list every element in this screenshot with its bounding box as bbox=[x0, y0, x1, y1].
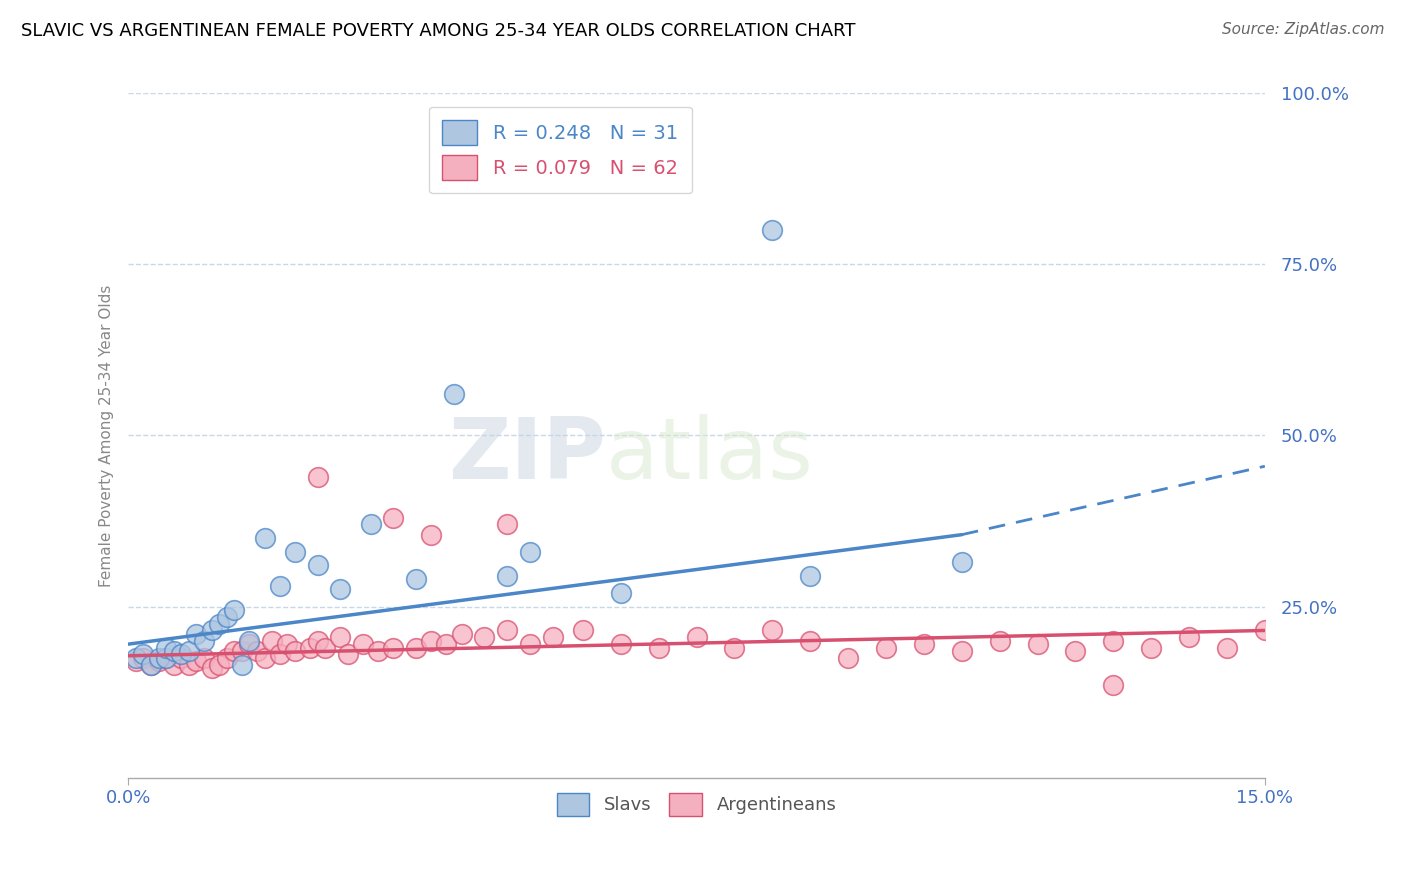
Point bbox=[1178, 630, 1201, 644]
Point bbox=[170, 648, 193, 662]
Point bbox=[436, 637, 458, 651]
Point bbox=[610, 586, 633, 600]
Point bbox=[761, 624, 783, 638]
Point bbox=[155, 650, 177, 665]
Point bbox=[307, 558, 329, 573]
Point bbox=[231, 657, 253, 672]
Point bbox=[186, 654, 208, 668]
Point bbox=[186, 627, 208, 641]
Point bbox=[474, 630, 496, 644]
Point bbox=[1102, 633, 1125, 648]
Point bbox=[132, 648, 155, 662]
Point bbox=[723, 640, 745, 655]
Point bbox=[307, 469, 329, 483]
Point bbox=[177, 657, 200, 672]
Point bbox=[269, 579, 291, 593]
Point bbox=[314, 640, 336, 655]
Point bbox=[761, 223, 783, 237]
Point bbox=[155, 640, 177, 655]
Point bbox=[405, 640, 427, 655]
Point bbox=[208, 657, 231, 672]
Point bbox=[253, 531, 276, 545]
Point bbox=[572, 624, 595, 638]
Point bbox=[875, 640, 897, 655]
Point bbox=[360, 517, 382, 532]
Point bbox=[238, 637, 260, 651]
Y-axis label: Female Poverty Among 25-34 Year Olds: Female Poverty Among 25-34 Year Olds bbox=[100, 285, 114, 587]
Point bbox=[912, 637, 935, 651]
Point bbox=[215, 609, 238, 624]
Point bbox=[1254, 624, 1277, 638]
Point bbox=[950, 555, 973, 569]
Text: atlas: atlas bbox=[606, 415, 814, 498]
Point bbox=[215, 650, 238, 665]
Point bbox=[420, 633, 443, 648]
Point bbox=[132, 650, 155, 665]
Point bbox=[200, 661, 222, 675]
Point bbox=[284, 644, 307, 658]
Point bbox=[262, 633, 284, 648]
Point bbox=[276, 637, 298, 651]
Point bbox=[541, 630, 564, 644]
Point bbox=[610, 637, 633, 651]
Point bbox=[139, 657, 162, 672]
Point bbox=[125, 650, 148, 665]
Point bbox=[163, 644, 186, 658]
Point bbox=[193, 633, 215, 648]
Point bbox=[685, 630, 707, 644]
Text: ZIP: ZIP bbox=[449, 415, 606, 498]
Point bbox=[329, 630, 352, 644]
Point bbox=[224, 603, 246, 617]
Point bbox=[405, 572, 427, 586]
Point bbox=[177, 644, 200, 658]
Point bbox=[367, 644, 389, 658]
Point bbox=[163, 657, 186, 672]
Point bbox=[420, 527, 443, 541]
Point bbox=[307, 633, 329, 648]
Point bbox=[238, 633, 260, 648]
Point bbox=[148, 650, 170, 665]
Text: SLAVIC VS ARGENTINEAN FEMALE POVERTY AMONG 25-34 YEAR OLDS CORRELATION CHART: SLAVIC VS ARGENTINEAN FEMALE POVERTY AMO… bbox=[21, 22, 856, 40]
Point bbox=[253, 650, 276, 665]
Point bbox=[450, 627, 472, 641]
Legend: Slavs, Argentineans: Slavs, Argentineans bbox=[550, 786, 844, 823]
Point bbox=[496, 568, 519, 582]
Point bbox=[170, 650, 193, 665]
Point bbox=[284, 545, 307, 559]
Point bbox=[496, 624, 519, 638]
Point bbox=[519, 545, 541, 559]
Point bbox=[208, 616, 231, 631]
Point bbox=[200, 624, 222, 638]
Point bbox=[382, 510, 405, 524]
Point bbox=[246, 644, 269, 658]
Point bbox=[950, 644, 973, 658]
Point bbox=[139, 657, 162, 672]
Point bbox=[224, 644, 246, 658]
Point bbox=[1140, 640, 1163, 655]
Point bbox=[382, 640, 405, 655]
Point bbox=[193, 650, 215, 665]
Point bbox=[1216, 640, 1239, 655]
Point bbox=[269, 648, 291, 662]
Point bbox=[988, 633, 1011, 648]
Point bbox=[329, 582, 352, 597]
Point bbox=[837, 650, 859, 665]
Point bbox=[1102, 678, 1125, 692]
Point bbox=[337, 648, 360, 662]
Point bbox=[155, 650, 177, 665]
Point bbox=[496, 517, 519, 532]
Point bbox=[352, 637, 374, 651]
Point bbox=[1064, 644, 1087, 658]
Point bbox=[519, 637, 541, 651]
Point bbox=[231, 644, 253, 658]
Point bbox=[125, 654, 148, 668]
Point bbox=[148, 654, 170, 668]
Point bbox=[1026, 637, 1049, 651]
Point bbox=[799, 633, 821, 648]
Point bbox=[443, 387, 465, 401]
Point bbox=[647, 640, 669, 655]
Text: Source: ZipAtlas.com: Source: ZipAtlas.com bbox=[1222, 22, 1385, 37]
Point bbox=[299, 640, 322, 655]
Point bbox=[799, 568, 821, 582]
